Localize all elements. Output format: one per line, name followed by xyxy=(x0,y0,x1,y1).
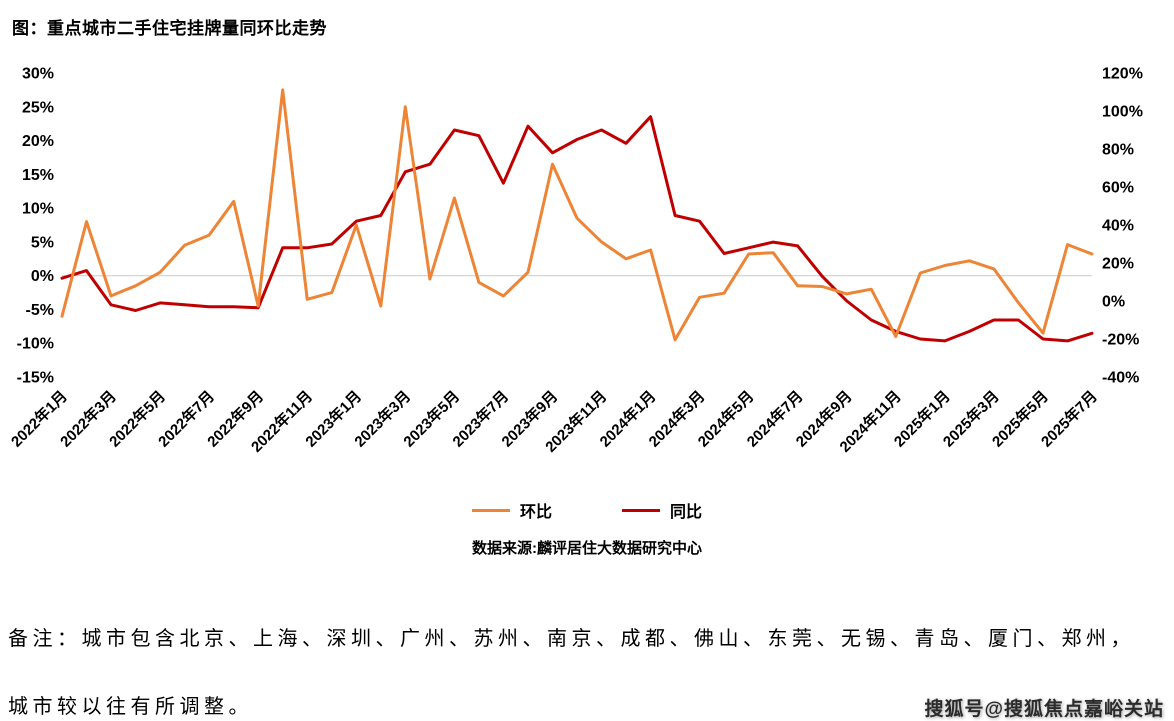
legend-label-yoy: 同比 xyxy=(670,504,703,521)
y-axis-tick-left: 15% xyxy=(22,167,54,184)
y-axis-tick-left: 0% xyxy=(31,268,54,285)
y-axis-tick-left: 25% xyxy=(22,99,54,116)
y-axis-tick-right: 120% xyxy=(1102,66,1143,83)
y-axis-tick-right: 0% xyxy=(1102,294,1125,311)
note-line-1: 备注：城市包含北京、上海、深圳、广州、苏州、南京、成都、佛山、东莞、无锡、青岛、… xyxy=(8,628,1135,650)
y-axis-tick-right: 100% xyxy=(1102,104,1143,121)
y-axis-tick-right: -20% xyxy=(1102,332,1139,349)
note-line-2: 城市较以往有所调整。 xyxy=(8,696,253,718)
y-axis-tick-right: 60% xyxy=(1102,180,1134,197)
y-axis-tick-right: 80% xyxy=(1102,142,1134,159)
chart-legend: 环比 同比 xyxy=(0,498,1174,522)
legend-item-mom: 环比 xyxy=(471,498,552,522)
y-axis-tick-left: 30% xyxy=(22,66,54,83)
y-axis-tick-left: 20% xyxy=(22,133,54,150)
watermark: 搜狐号@搜狐焦点嘉峪关站 xyxy=(924,699,1164,720)
mom-line-swatch xyxy=(471,508,510,512)
y-axis-tick-left: -5% xyxy=(26,302,54,319)
line-yoy xyxy=(60,115,1094,343)
y-axis-tick-left: 10% xyxy=(22,201,54,218)
line-mom xyxy=(60,88,1094,342)
chart: 30% 25% 20% 15% 10% 5% 0% -5% -10% -15% 120% 100% 80… xyxy=(0,57,1174,487)
y-axis-tick-left: 5% xyxy=(31,234,54,251)
data-source: 数据来源:麟评居住大数据研究中心 xyxy=(472,540,702,557)
y-axis-tick-right: 20% xyxy=(1102,256,1134,273)
y-axis-tick-left: -10% xyxy=(17,336,54,353)
chart-title: 图：重点城市二手住宅挂牌量同环比走势 xyxy=(12,19,327,38)
legend-label-mom: 环比 xyxy=(519,504,552,521)
y-axis-tick-right: 40% xyxy=(1102,218,1134,235)
legend-item-yoy: 同比 xyxy=(622,498,702,522)
y-axis-tick-right: -40% xyxy=(1102,370,1139,387)
y-axis-tick-left: -15% xyxy=(17,370,54,387)
chart-svg: 30% 25% 20% 15% 10% 5% 0% -5% -10% -15% 120% 100% 80… xyxy=(7,66,1143,456)
yoy-line-swatch xyxy=(622,508,660,512)
